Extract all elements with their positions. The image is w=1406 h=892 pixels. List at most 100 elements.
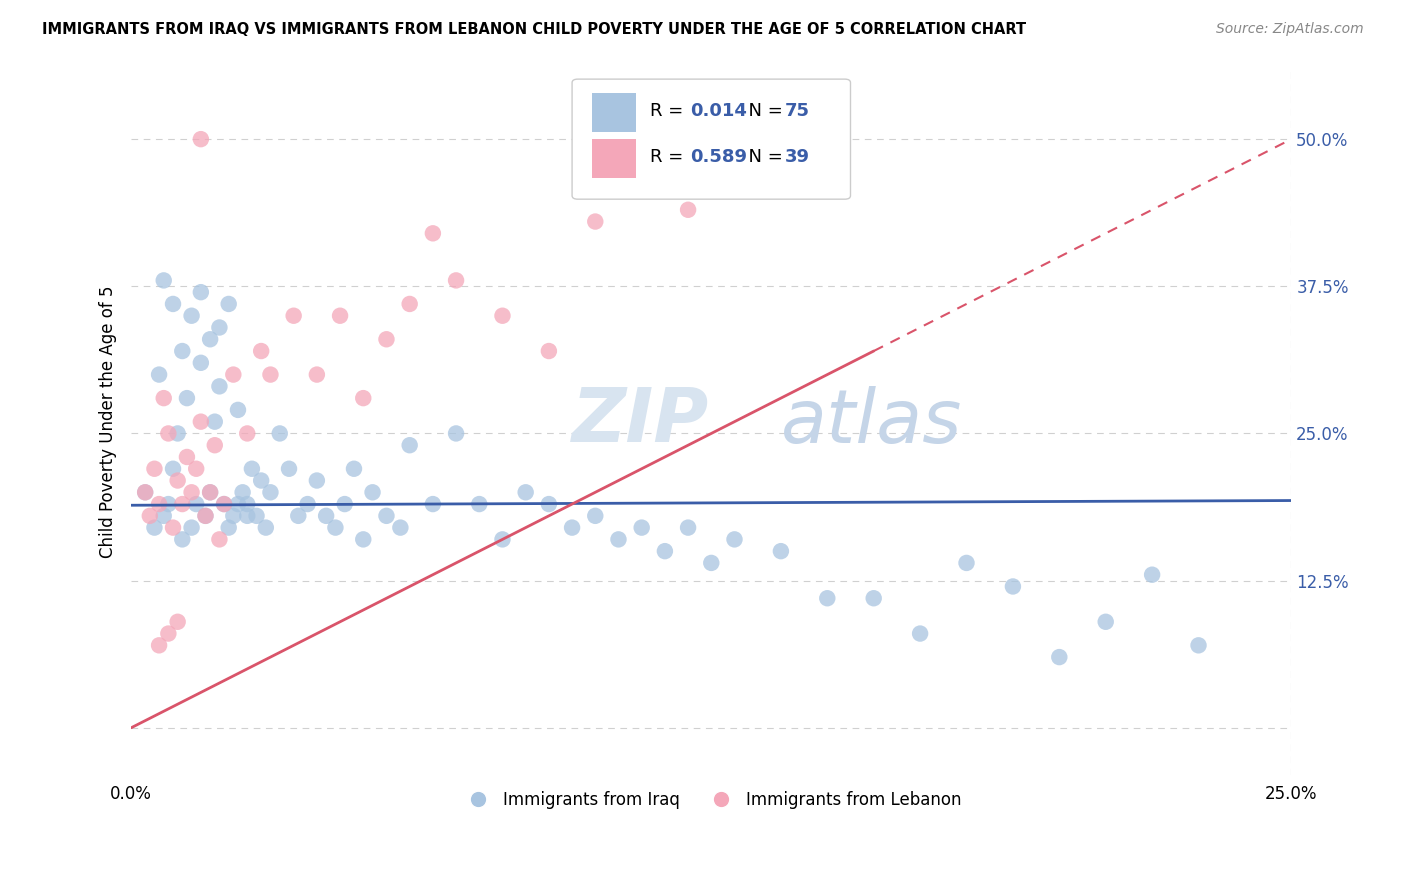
Point <box>352 391 374 405</box>
Point <box>198 332 221 346</box>
Point <box>491 309 513 323</box>
Point <box>325 520 347 534</box>
Point <box>236 497 259 511</box>
Point <box>955 556 977 570</box>
Point <box>305 368 328 382</box>
Point <box>157 626 180 640</box>
Point <box>287 508 309 523</box>
Text: 39: 39 <box>785 148 810 166</box>
Point <box>283 309 305 323</box>
Y-axis label: Child Poverty Under the Age of 5: Child Poverty Under the Age of 5 <box>100 285 117 558</box>
Point <box>162 297 184 311</box>
Point <box>375 332 398 346</box>
Point <box>232 485 254 500</box>
Point <box>204 415 226 429</box>
Point <box>204 438 226 452</box>
Point <box>1187 638 1209 652</box>
Point <box>343 462 366 476</box>
Point <box>250 474 273 488</box>
Point <box>166 426 188 441</box>
Point <box>254 520 277 534</box>
Point <box>148 368 170 382</box>
Point <box>654 544 676 558</box>
Point <box>190 285 212 300</box>
Point <box>491 533 513 547</box>
Point <box>148 497 170 511</box>
Point <box>148 638 170 652</box>
Point <box>333 497 356 511</box>
Text: R =: R = <box>650 102 689 120</box>
Point <box>180 520 202 534</box>
Point <box>444 273 467 287</box>
Point <box>398 438 420 452</box>
Point <box>245 508 267 523</box>
Point <box>218 520 240 534</box>
Point <box>583 508 606 523</box>
Text: N =: N = <box>737 102 789 120</box>
Point <box>815 591 838 606</box>
Point <box>143 520 166 534</box>
Point <box>862 591 884 606</box>
Point <box>208 320 231 334</box>
Point <box>218 297 240 311</box>
Point <box>226 403 249 417</box>
Point <box>143 462 166 476</box>
Point <box>176 450 198 464</box>
Point <box>162 520 184 534</box>
Point <box>162 462 184 476</box>
Point <box>305 474 328 488</box>
Point <box>157 426 180 441</box>
Point <box>422 497 444 511</box>
Text: 0.589: 0.589 <box>690 148 748 166</box>
Point <box>194 508 217 523</box>
Point <box>236 508 259 523</box>
Point <box>700 556 723 570</box>
Point <box>198 485 221 500</box>
Point <box>444 426 467 441</box>
Point <box>329 309 352 323</box>
Text: R =: R = <box>650 148 689 166</box>
Point <box>315 508 337 523</box>
Text: 75: 75 <box>785 102 810 120</box>
Text: 0.014: 0.014 <box>690 102 747 120</box>
Point <box>468 497 491 511</box>
Point <box>152 273 174 287</box>
Point <box>278 462 301 476</box>
Point <box>139 508 162 523</box>
Point <box>375 508 398 523</box>
Point <box>240 462 263 476</box>
Point <box>152 508 174 523</box>
Point <box>769 544 792 558</box>
Point <box>250 344 273 359</box>
Point <box>198 485 221 500</box>
Text: Source: ZipAtlas.com: Source: ZipAtlas.com <box>1216 22 1364 37</box>
Point <box>190 132 212 146</box>
Point <box>676 520 699 534</box>
Point <box>186 462 208 476</box>
Point <box>222 368 245 382</box>
Point <box>176 391 198 405</box>
Point <box>134 485 156 500</box>
Text: ZIP: ZIP <box>572 385 710 458</box>
Point <box>537 497 560 511</box>
FancyBboxPatch shape <box>592 139 636 178</box>
Point <box>226 497 249 511</box>
Point <box>152 391 174 405</box>
Point <box>630 520 652 534</box>
Point <box>908 626 931 640</box>
Point <box>186 497 208 511</box>
Point <box>723 533 745 547</box>
Point <box>259 368 281 382</box>
Point <box>1140 567 1163 582</box>
Point <box>180 485 202 500</box>
Point <box>352 533 374 547</box>
Point <box>607 533 630 547</box>
Point <box>297 497 319 511</box>
Point <box>1001 579 1024 593</box>
Point <box>172 344 194 359</box>
Point <box>269 426 291 441</box>
Text: IMMIGRANTS FROM IRAQ VS IMMIGRANTS FROM LEBANON CHILD POVERTY UNDER THE AGE OF 5: IMMIGRANTS FROM IRAQ VS IMMIGRANTS FROM … <box>42 22 1026 37</box>
Point <box>361 485 384 500</box>
Point <box>398 297 420 311</box>
FancyBboxPatch shape <box>592 94 636 132</box>
